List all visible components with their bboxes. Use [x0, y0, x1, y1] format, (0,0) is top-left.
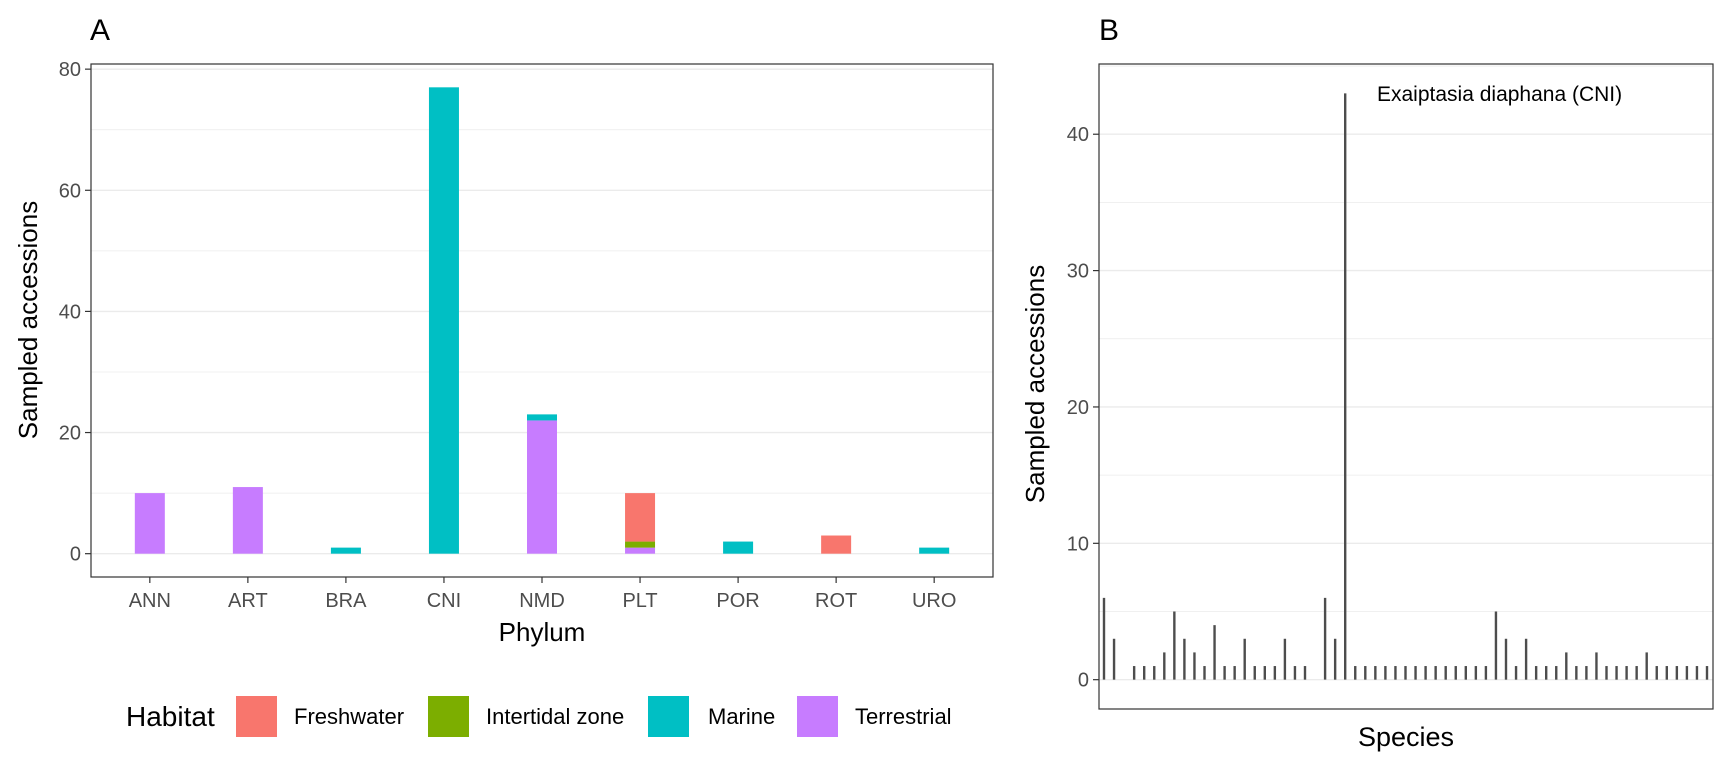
legend-swatch-marine [648, 696, 689, 737]
legend-label-freshwater: Freshwater [294, 704, 404, 729]
legend-swatch-terrestrial [797, 696, 838, 737]
legend: Habitat Freshwater Intertidal zone Marine T… [126, 696, 952, 737]
y-tick-label: 0 [1078, 670, 1089, 692]
x-tick-label-por: POR [716, 590, 759, 612]
y-tick-label: 20 [59, 423, 81, 445]
x-tick-label-bra: BRA [325, 590, 367, 612]
panel-b: B 0 10 20 30 40 Exaiptasia diaphana (CNI) Sp… [1020, 14, 1714, 752]
y-tick-label: 40 [59, 301, 81, 323]
panel-b-tag: B [1099, 14, 1119, 47]
panel-a-y-axis: 0 20 40 60 80 [59, 59, 91, 566]
panel-b-y-axis: 0 10 20 30 40 [1067, 124, 1099, 692]
panel-b-bars [1102, 93, 1709, 680]
x-tick-label-ann: ANN [129, 590, 171, 612]
bar-nmd-terrestrial [527, 420, 557, 554]
bar-bra-marine [330, 547, 361, 554]
bar-cni-marine [428, 87, 459, 554]
x-tick-label-nmd: NMD [519, 590, 565, 612]
bar-rot-freshwater [821, 535, 852, 554]
x-tick-label-cni: CNI [427, 590, 461, 612]
x-tick-label-rot: ROT [815, 590, 857, 612]
y-tick-label: 20 [1067, 397, 1089, 419]
panel-a-x-axis: ANN ART BRA CNI NMD PLT POR ROT URO [129, 577, 956, 612]
panel-a-y-axis-title: Sampled accessions [13, 201, 43, 439]
legend-label-terrestrial: Terrestrial [855, 704, 952, 729]
legend-swatch-intertidal-zone [428, 696, 469, 737]
y-tick-label: 40 [1067, 124, 1089, 146]
x-tick-label-art: ART [228, 590, 268, 612]
legend-label-intertidal-zone: Intertidal zone [486, 704, 624, 729]
y-tick-label: 60 [59, 180, 81, 202]
y-tick-label: 0 [70, 544, 81, 566]
bar-uro-marine [919, 547, 950, 554]
bar-plt-terrestrial [625, 547, 656, 554]
panel-b-background [1099, 64, 1713, 709]
panel-a-bars [134, 87, 950, 554]
bar-plt-intertidal-zone [625, 541, 656, 548]
legend-label-marine: Marine [708, 704, 775, 729]
bar-nmd-marine [527, 414, 557, 421]
panel-b-border [1098, 63, 1714, 710]
panel-a-tag: A [90, 14, 110, 47]
bar-ann-terrestrial [134, 493, 165, 554]
legend-title: Habitat [126, 701, 215, 732]
panel-b-y-axis-title: Sampled accessions [1020, 265, 1050, 503]
bar-por-marine [723, 541, 754, 554]
legend-swatch-freshwater [236, 696, 277, 737]
panel-b-annotation: Exaiptasia diaphana (CNI) [1377, 83, 1622, 106]
y-tick-label: 10 [1067, 533, 1089, 555]
x-tick-label-plt: PLT [622, 590, 657, 612]
y-tick-label: 80 [59, 59, 81, 81]
x-tick-label-uro: URO [912, 590, 956, 612]
bar-plt-freshwater [625, 493, 656, 542]
panel-b-x-axis-title: Species [1358, 722, 1454, 752]
panel-a-x-axis-title: Phylum [499, 617, 586, 647]
y-tick-label: 30 [1067, 261, 1089, 283]
bar-art-terrestrial [232, 487, 263, 554]
